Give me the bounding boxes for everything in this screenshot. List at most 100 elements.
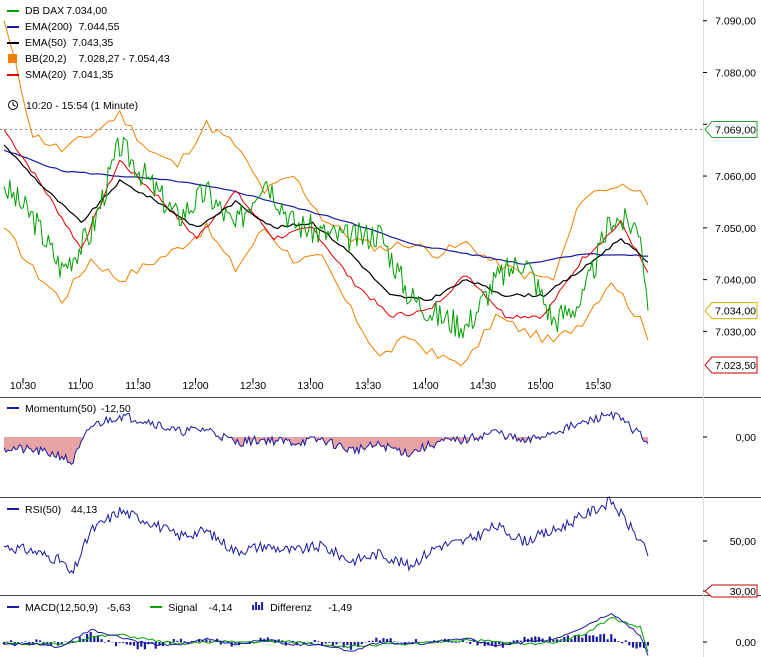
- price-tag-0-label: 7.034,00: [715, 306, 756, 318]
- macd-difference-bar: [382, 638, 385, 642]
- legend-name-ema-50: EMA(50): [25, 37, 66, 49]
- macd-difference-bar: [143, 642, 146, 650]
- macd-difference-bar: [570, 639, 573, 642]
- price-y-tick-label: 7.050,00: [715, 223, 756, 235]
- macd-difference-bar: [114, 642, 118, 647]
- price-x-tick-label: 12:00: [182, 380, 208, 392]
- price-tag-1-box: [704, 356, 758, 374]
- price-y-tick-label: 7.040,00: [715, 275, 756, 287]
- price-y-tick-label: 7.090,00: [715, 16, 756, 28]
- macd-difference-bar: [360, 642, 363, 645]
- price-x-tick-label: 15:30: [585, 380, 611, 392]
- legend-value-ema-50: 7.043,35: [72, 37, 113, 49]
- macd-difference-bar: [581, 637, 584, 642]
- price-tag-1-label: 7.023,50: [715, 360, 756, 372]
- macd-difference-bar: [501, 642, 504, 648]
- macd-legend-bars-icon: [261, 602, 264, 610]
- macd-difference-bar: [165, 641, 168, 643]
- macd-difference-bar: [169, 642, 172, 644]
- macd-difference-bar: [519, 640, 522, 642]
- macd-legend-item-signal: Signal -4,14: [150, 602, 233, 614]
- price-x-tick-label: 11:00: [68, 380, 94, 392]
- macd-difference-bar: [646, 642, 649, 646]
- price-x-tick-label: 12:30: [240, 380, 266, 392]
- macd-difference-bar: [483, 642, 486, 646]
- series-bb-lower-line: [3, 222, 649, 367]
- series-ema-200-line: [3, 149, 649, 265]
- legend-name-sma-20: SMA(20): [25, 69, 66, 81]
- price-tag-0-box: [704, 302, 758, 320]
- macd-difference-bar: [386, 639, 389, 642]
- legend-name-db-dax: DB DAX: [25, 5, 64, 17]
- macd-difference-bar: [331, 642, 334, 647]
- macd-difference-bar: [523, 636, 526, 642]
- series-db-dax-line: [3, 136, 649, 339]
- macd-legend-name-signal: Signal: [168, 602, 197, 614]
- rsi-value: 44,13: [71, 504, 97, 516]
- macd-legend-item-macd-12-50-9: MACD(12,50,9) -5,63: [7, 602, 131, 614]
- legend-name-bb-20-2: BB(20,2): [25, 53, 66, 65]
- price-tag-reference-box: [704, 120, 758, 138]
- macd-difference-bar: [595, 636, 598, 642]
- macd-legend-bars-icon: [255, 602, 258, 610]
- price-legend: DB DAX 7.034,00 EMA(200) 7.044,55 EMA(50) 7.0…: [7, 5, 170, 81]
- price-tag-reference: 7.069,00: [704, 120, 758, 138]
- macd-difference-bar: [161, 642, 165, 647]
- legend-value-db-dax: 7.034,00: [66, 5, 107, 17]
- macd-legend-value-differenz: -1,49: [328, 602, 352, 614]
- macd-difference-bar: [132, 642, 136, 646]
- price-y-tick-label: 7.030,00: [715, 326, 756, 338]
- macd-difference-bar: [129, 642, 132, 646]
- macd-difference-bar: [610, 634, 613, 642]
- macd-difference-bar: [490, 642, 494, 646]
- macd-difference-bar: [541, 638, 544, 642]
- time-range-label: 10:20 - 15:54 (1 Minute): [26, 100, 138, 112]
- macd-difference-bar: [375, 637, 378, 642]
- macd-difference-bar: [306, 641, 309, 643]
- macd-difference-bar: [414, 639, 418, 642]
- clock-icon: [8, 100, 18, 110]
- macd-panel: 0,00 MACD(12,50,9) -5,63 Signal -4,14 Differe…: [2, 602, 757, 656]
- momentum-panel: 0,00 Momentum(50) -12,50: [3, 403, 756, 466]
- macd-difference-bar: [516, 639, 519, 642]
- macd-difference-bar: [252, 642, 255, 643]
- macd-difference-bar: [122, 642, 125, 643]
- macd-difference-bar: [57, 642, 60, 646]
- macd-difference-bar: [42, 642, 45, 646]
- rsi-panel: 50,00 30,00 RSI(50) 44,13: [3, 496, 758, 598]
- macd-difference-bar: [512, 640, 515, 642]
- macd-difference-bar: [508, 642, 512, 645]
- macd-difference-bar: [494, 642, 497, 648]
- macd-difference-bar: [454, 642, 457, 643]
- macd-difference-bar: [476, 642, 479, 646]
- rsi-y-tick-label: 50,00: [730, 536, 756, 548]
- macd-difference-bar: [617, 641, 620, 642]
- macd-difference-bar: [46, 642, 49, 645]
- macd-difference-bar: [566, 635, 569, 642]
- macd-difference-bar: [563, 637, 566, 642]
- macd-difference-bar: [10, 640, 13, 642]
- macd-difference-bar: [378, 640, 381, 642]
- momentum-negative-area: [4, 437, 648, 465]
- macd-y-tick-label: 0,00: [736, 637, 757, 649]
- legend-value-sma-20: 7.041,35: [72, 69, 113, 81]
- legend-item-sma-20: SMA(20) 7.041,35: [7, 69, 113, 81]
- legend-item-ema-200: EMA(200) 7.044,55: [7, 21, 120, 33]
- macd-difference-bar: [208, 640, 212, 642]
- macd-difference-bar: [342, 642, 345, 648]
- macd-difference-bar: [2, 642, 5, 645]
- macd-difference-bar: [223, 641, 226, 643]
- macd-difference-bar: [86, 633, 89, 642]
- price-y-tick-label: 7.080,00: [715, 67, 756, 79]
- macd-difference-bar: [577, 634, 580, 642]
- macd-difference-bar: [277, 639, 280, 642]
- legend-item-ema-50: EMA(50) 7.043,35: [7, 37, 113, 49]
- macd-difference-bar: [198, 639, 201, 642]
- macd-difference-bar: [588, 635, 591, 642]
- macd-difference-bar: [320, 642, 324, 646]
- macd-difference-bar: [281, 640, 284, 642]
- macd-difference-bar: [555, 639, 559, 642]
- macd-difference-bar: [125, 642, 128, 645]
- macd-difference-bar: [24, 641, 27, 642]
